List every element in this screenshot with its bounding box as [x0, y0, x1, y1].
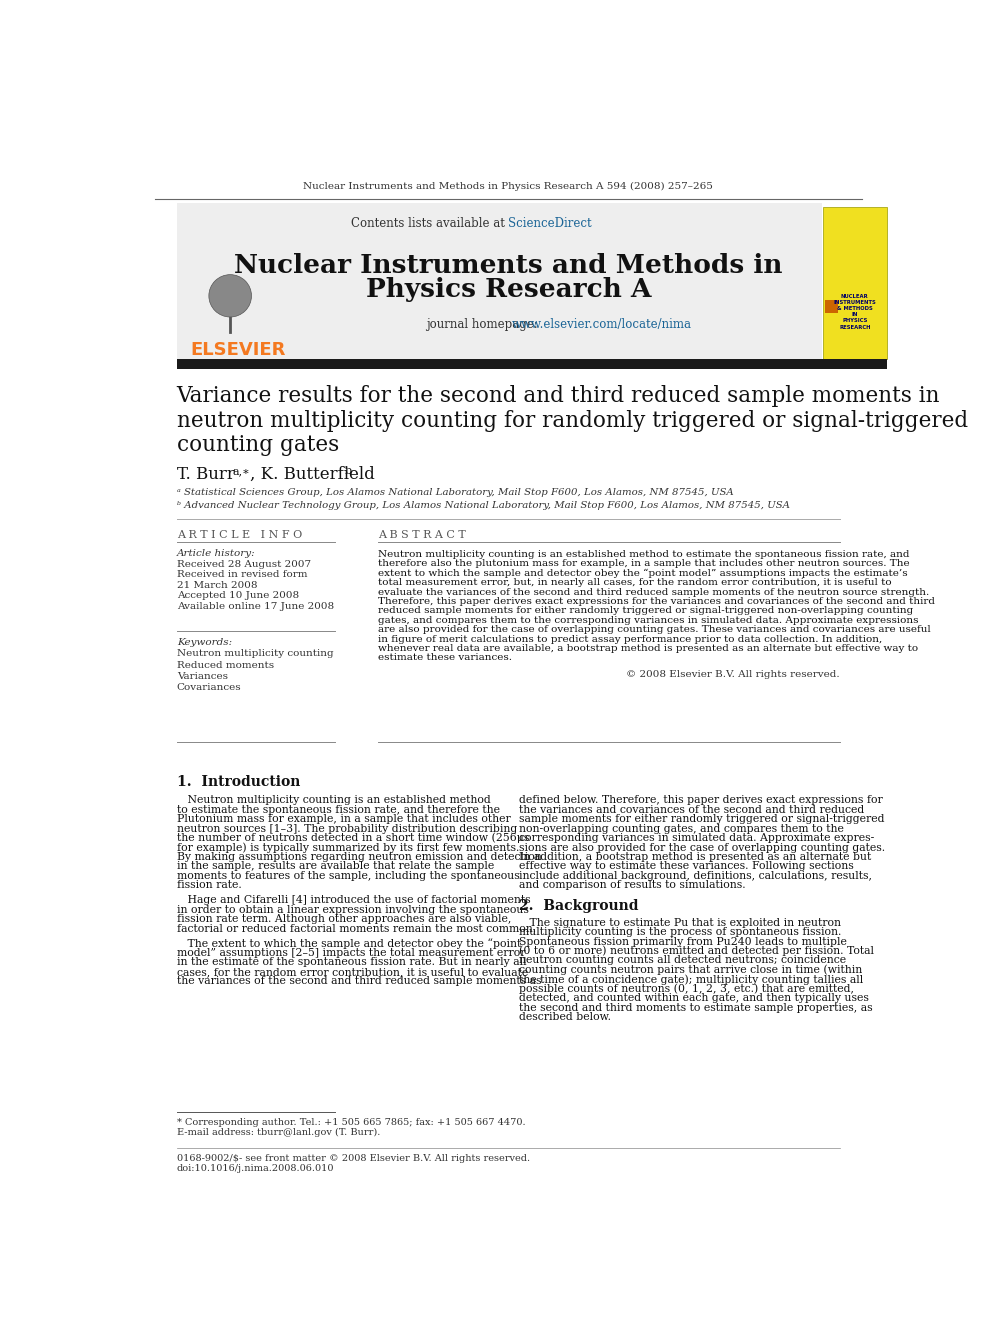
- Bar: [177, 202, 821, 360]
- Text: * Corresponding author. Tel.: +1 505 665 7865; fax: +1 505 667 4470.: * Corresponding author. Tel.: +1 505 665…: [177, 1118, 526, 1127]
- Text: , K. Butterfield: , K. Butterfield: [250, 466, 380, 483]
- Text: in figure of merit calculations to predict assay performance prior to data colle: in figure of merit calculations to predi…: [378, 635, 883, 643]
- Text: to estimate the spontaneous fission rate, and therefore the: to estimate the spontaneous fission rate…: [177, 804, 500, 815]
- Text: b: b: [345, 467, 352, 476]
- Text: Therefore, this paper derives exact expressions for the variances and covariance: Therefore, this paper derives exact expr…: [378, 597, 935, 606]
- Text: Neutron multiplicity counting is an established method to estimate the spontaneo: Neutron multiplicity counting is an esta…: [378, 550, 910, 560]
- Text: described below.: described below.: [519, 1012, 611, 1023]
- Text: 0168-9002/$- see front matter © 2008 Elsevier B.V. All rights reserved.: 0168-9002/$- see front matter © 2008 Els…: [177, 1154, 530, 1163]
- Text: model” assumptions [2–5] impacts the total measurement error: model” assumptions [2–5] impacts the tot…: [177, 949, 525, 958]
- Text: Neutron multiplicity counting: Neutron multiplicity counting: [177, 650, 333, 659]
- Text: in the sample, results are available that relate the sample: in the sample, results are available tha…: [177, 861, 494, 872]
- Text: ELSEVIER: ELSEVIER: [189, 341, 286, 359]
- Text: neutron counting counts all detected neutrons; coincidence: neutron counting counts all detected neu…: [519, 955, 846, 966]
- Text: in order to obtain a linear expression involving the spontaneous: in order to obtain a linear expression i…: [177, 905, 529, 914]
- Text: A R T I C L E   I N F O: A R T I C L E I N F O: [177, 531, 302, 540]
- Text: include additional background, definitions, calculations, results,: include additional background, definitio…: [519, 871, 872, 881]
- Text: Reduced moments: Reduced moments: [177, 660, 274, 669]
- Ellipse shape: [209, 275, 252, 318]
- Text: Accepted 10 June 2008: Accepted 10 June 2008: [177, 591, 299, 601]
- Text: Nuclear Instruments and Methods in: Nuclear Instruments and Methods in: [234, 253, 783, 278]
- Text: Keywords:: Keywords:: [177, 638, 232, 647]
- Text: Physics Research A: Physics Research A: [366, 277, 651, 302]
- Text: whenever real data are available, a bootstrap method is presented as an alternat: whenever real data are available, a boot…: [378, 644, 919, 654]
- Text: ᵃ Statistical Sciences Group, Los Alamos National Laboratory, Mail Stop F600, Lo: ᵃ Statistical Sciences Group, Los Alamos…: [177, 488, 733, 497]
- Text: T. Burr: T. Burr: [177, 466, 240, 483]
- Text: a,∗: a,∗: [232, 467, 250, 476]
- Text: the time of a coincidence gate); multiplicity counting tallies all: the time of a coincidence gate); multipl…: [519, 974, 863, 984]
- Bar: [823, 206, 887, 359]
- Text: Covariances: Covariances: [177, 683, 241, 692]
- Text: factorial or reduced factorial moments remain the most common.: factorial or reduced factorial moments r…: [177, 923, 536, 934]
- Text: NUCLEAR
INSTRUMENTS
& METHODS
IN
PHYSICS
RESEARCH: NUCLEAR INSTRUMENTS & METHODS IN PHYSICS…: [833, 294, 876, 329]
- Text: gates, and compares them to the corresponding variances in simulated data. Appro: gates, and compares them to the correspo…: [378, 615, 919, 624]
- Text: in the estimate of the spontaneous fission rate. But in nearly all: in the estimate of the spontaneous fissi…: [177, 958, 527, 967]
- Text: (0 to 6 or more) neutrons emitted and detected per fission. Total: (0 to 6 or more) neutrons emitted and de…: [519, 946, 874, 957]
- Text: are also provided for the case of overlapping counting gates. These variances an: are also provided for the case of overla…: [378, 626, 930, 634]
- Text: Variance results for the second and third reduced sample moments in: Variance results for the second and thir…: [177, 385, 940, 407]
- Text: doi:10.1016/j.nima.2008.06.010: doi:10.1016/j.nima.2008.06.010: [177, 1164, 334, 1172]
- Text: The extent to which the sample and detector obey the “point: The extent to which the sample and detec…: [177, 938, 521, 949]
- Text: Hage and Cifarelli [4] introduced the use of factorial moments: Hage and Cifarelli [4] introduced the us…: [177, 896, 531, 905]
- Text: © 2008 Elsevier B.V. All rights reserved.: © 2008 Elsevier B.V. All rights reserved…: [627, 671, 840, 680]
- Text: and comparison of results to simulations.: and comparison of results to simulations…: [519, 880, 746, 890]
- Text: Plutonium mass for example, in a sample that includes other: Plutonium mass for example, in a sample …: [177, 814, 511, 824]
- Text: counting counts neutron pairs that arrive close in time (within: counting counts neutron pairs that arriv…: [519, 964, 862, 975]
- Text: Received in revised form: Received in revised form: [177, 570, 308, 579]
- Text: moments to features of the sample, including the spontaneous: moments to features of the sample, inclu…: [177, 871, 520, 881]
- Text: effective way to estimate these variances. Following sections: effective way to estimate these variance…: [519, 861, 854, 872]
- Text: ᵇ Advanced Nuclear Technology Group, Los Alamos National Laboratory, Mail Stop F: ᵇ Advanced Nuclear Technology Group, Los…: [177, 501, 790, 509]
- Text: Available online 17 June 2008: Available online 17 June 2008: [177, 602, 334, 611]
- Text: extent to which the sample and detector obey the “point model” assumptions impac: extent to which the sample and detector …: [378, 569, 908, 578]
- Text: By making assumptions regarding neutron emission and detection: By making assumptions regarding neutron …: [177, 852, 542, 863]
- Text: possible counts of neutrons (0, 1, 2, 3, etc.) that are emitted,: possible counts of neutrons (0, 1, 2, 3,…: [519, 983, 854, 994]
- Text: estimate these variances.: estimate these variances.: [378, 654, 512, 663]
- Text: cases, for the random error contribution, it is useful to evaluate: cases, for the random error contribution…: [177, 967, 528, 976]
- Text: sample moments for either randomly triggered or signal-triggered: sample moments for either randomly trigg…: [519, 814, 885, 824]
- Text: Neutron multiplicity counting is an established method: Neutron multiplicity counting is an esta…: [177, 795, 490, 806]
- Text: Spontaneous fission primarily from Pu240 leads to multiple: Spontaneous fission primarily from Pu240…: [519, 937, 847, 946]
- Text: Variances: Variances: [177, 672, 228, 681]
- Text: Received 28 August 2007: Received 28 August 2007: [177, 560, 310, 569]
- Text: the variances of the second and third reduced sample moments as: the variances of the second and third re…: [177, 976, 542, 987]
- Text: reduced sample moments for either randomly triggered or signal-triggered non-ove: reduced sample moments for either random…: [378, 606, 914, 615]
- Text: therefore also the plutonium mass for example, in a sample that includes other n: therefore also the plutonium mass for ex…: [378, 560, 910, 569]
- Text: neutron multiplicity counting for randomly triggered or signal-triggered: neutron multiplicity counting for random…: [177, 410, 968, 431]
- Text: neutron sources [1–3]. The probability distribution describing: neutron sources [1–3]. The probability d…: [177, 824, 517, 833]
- Text: counting gates: counting gates: [177, 434, 339, 456]
- Text: fission rate.: fission rate.: [177, 880, 241, 890]
- Text: E-mail address: tburr@lanl.gov (T. Burr).: E-mail address: tburr@lanl.gov (T. Burr)…: [177, 1129, 380, 1138]
- Text: for example) is typically summarized by its first few moments.: for example) is typically summarized by …: [177, 843, 519, 853]
- Text: journal homepage:: journal homepage:: [427, 318, 542, 331]
- Text: www.elsevier.com/locate/nima: www.elsevier.com/locate/nima: [512, 318, 691, 331]
- Text: 1.  Introduction: 1. Introduction: [177, 775, 300, 790]
- Text: defined below. Therefore, this paper derives exact expressions for: defined below. Therefore, this paper der…: [519, 795, 883, 806]
- Text: the number of neutrons detected in a short time window (256μs: the number of neutrons detected in a sho…: [177, 832, 529, 843]
- Text: The signature to estimate Pu that is exploited in neutron: The signature to estimate Pu that is exp…: [519, 918, 841, 927]
- Text: evaluate the variances of the second and third reduced sample moments of the neu: evaluate the variances of the second and…: [378, 587, 930, 597]
- Text: In addition, a bootstrap method is presented as an alternate but: In addition, a bootstrap method is prese…: [519, 852, 872, 863]
- Text: ScienceDirect: ScienceDirect: [509, 217, 592, 230]
- Text: the second and third moments to estimate sample properties, as: the second and third moments to estimate…: [519, 1003, 873, 1013]
- Text: sions are also provided for the case of overlapping counting gates.: sions are also provided for the case of …: [519, 843, 886, 852]
- Text: Contents lists available at: Contents lists available at: [351, 217, 509, 230]
- Text: Article history:: Article history:: [177, 549, 255, 558]
- Text: corresponding variances in simulated data. Approximate expres-: corresponding variances in simulated dat…: [519, 833, 875, 843]
- Text: multiplicity counting is the process of spontaneous fission.: multiplicity counting is the process of …: [519, 927, 841, 937]
- Text: A B S T R A C T: A B S T R A C T: [378, 531, 466, 540]
- Text: the variances and covariances of the second and third reduced: the variances and covariances of the sec…: [519, 804, 864, 815]
- Text: 21 March 2008: 21 March 2008: [177, 581, 257, 590]
- Text: total measurement error, but, in nearly all cases, for the random error contribu: total measurement error, but, in nearly …: [378, 578, 892, 587]
- Text: detected, and counted within each gate, and then typically uses: detected, and counted within each gate, …: [519, 994, 869, 1003]
- Bar: [825, 300, 838, 312]
- Text: non-overlapping counting gates, and compares them to the: non-overlapping counting gates, and comp…: [519, 824, 844, 833]
- Text: 2.  Background: 2. Background: [519, 898, 639, 913]
- Bar: [177, 359, 887, 369]
- Text: Nuclear Instruments and Methods in Physics Research A 594 (2008) 257–265: Nuclear Instruments and Methods in Physi…: [304, 183, 713, 191]
- Text: fission rate term. Although other approaches are also viable,: fission rate term. Although other approa…: [177, 914, 511, 925]
